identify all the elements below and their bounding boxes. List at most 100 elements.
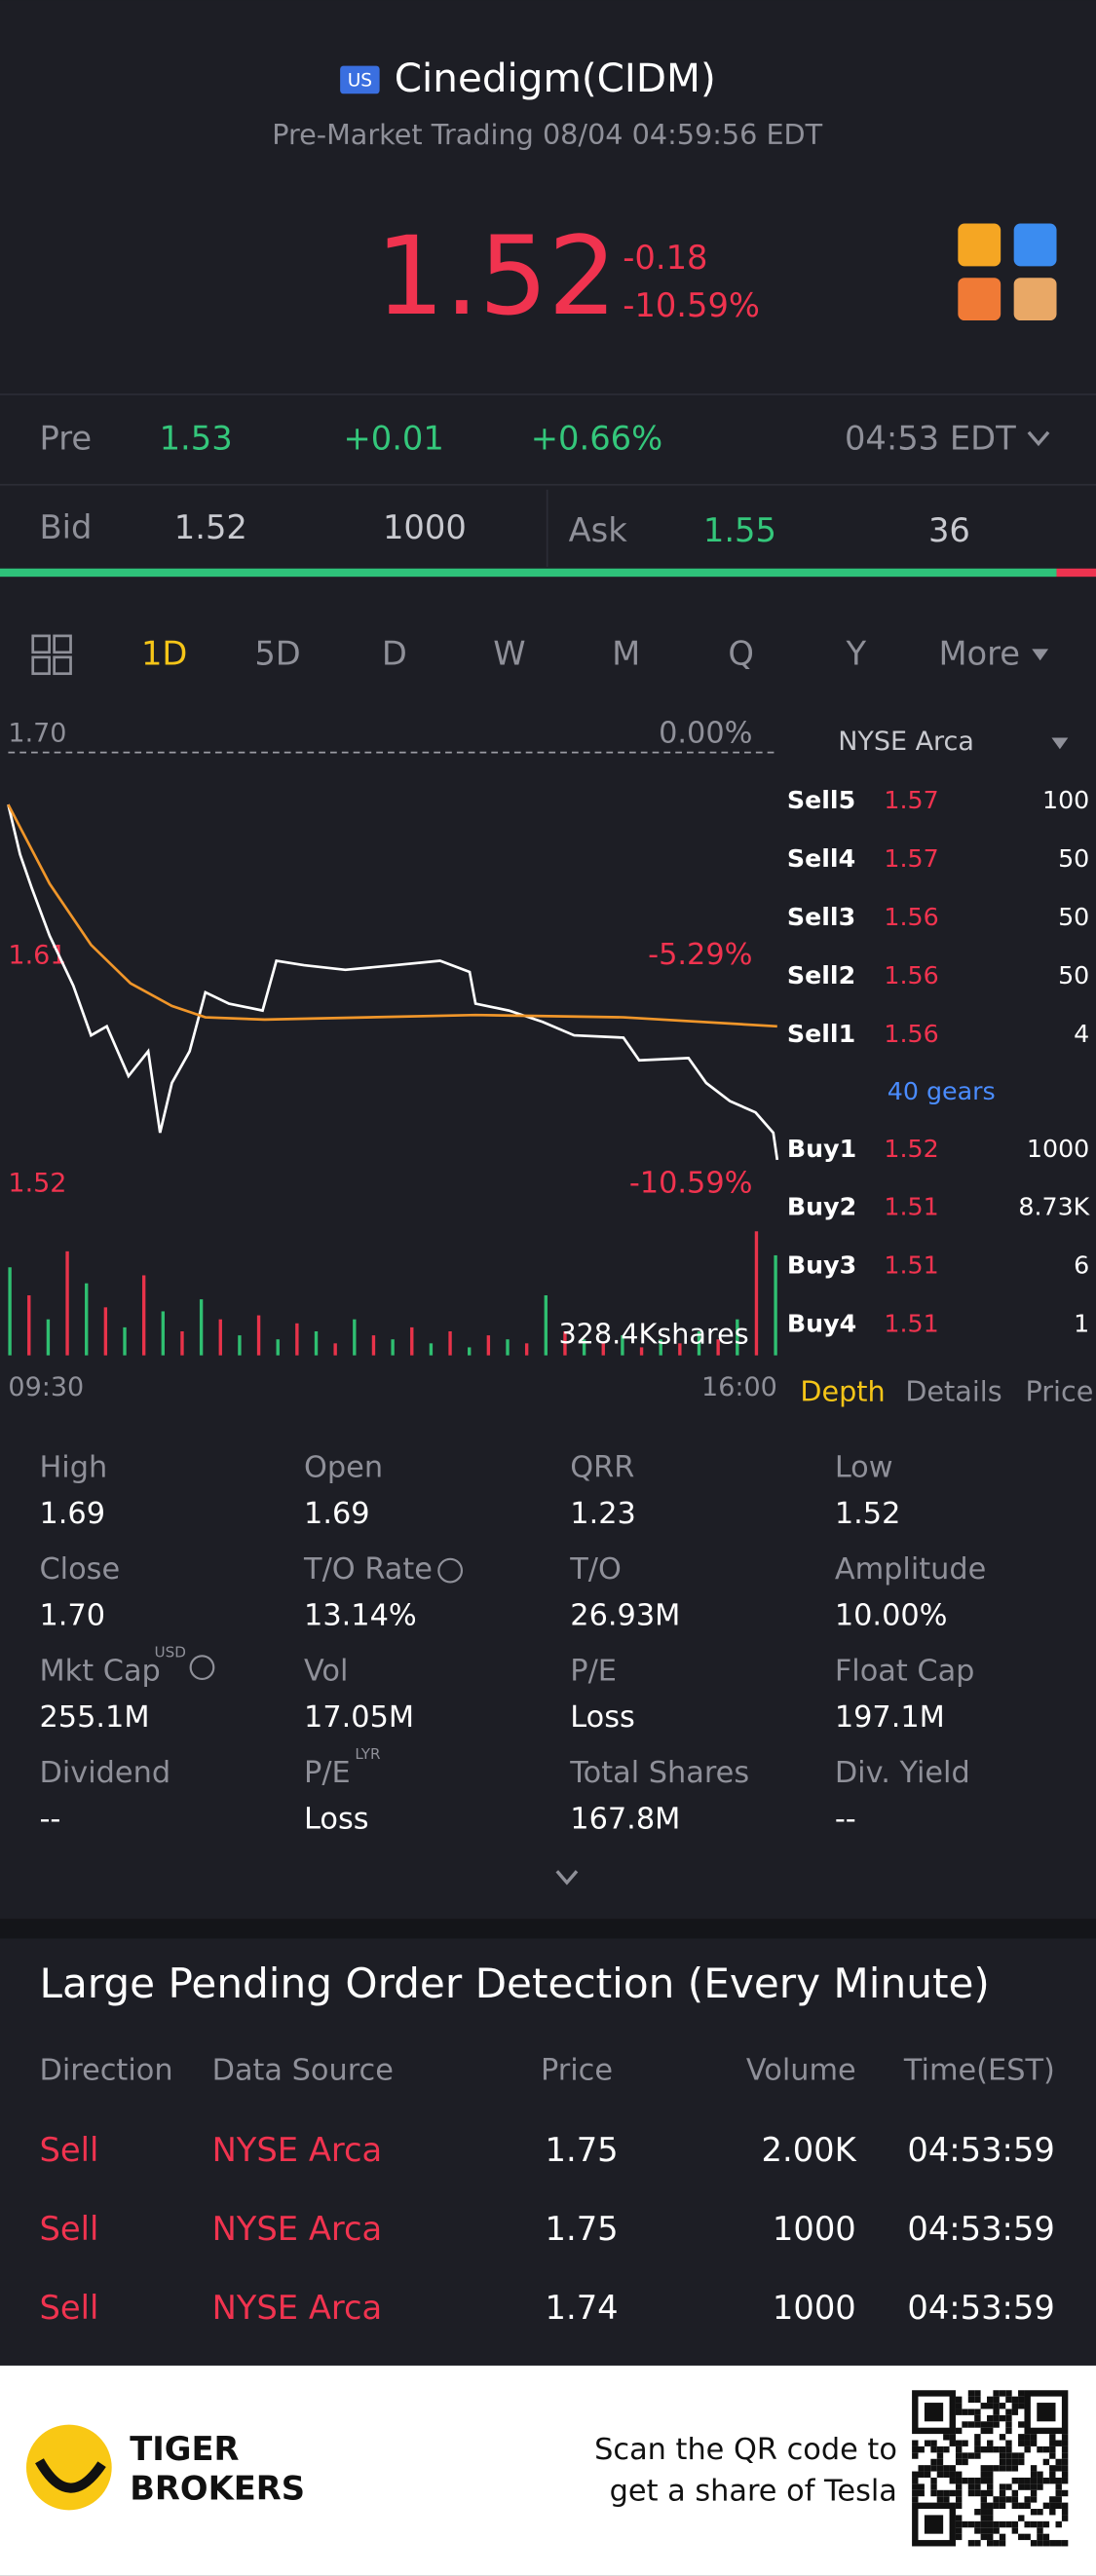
qr-cell	[1024, 2440, 1031, 2446]
qr-cell	[1049, 2471, 1056, 2478]
label: 36	[928, 511, 970, 549]
stat-label: Low	[835, 1451, 893, 1485]
stat-label: P/E	[304, 1756, 351, 1790]
qr-cell	[1055, 2489, 1062, 2497]
qr-cell	[980, 2403, 988, 2409]
qr-cell	[1011, 2458, 1019, 2466]
qr-cell	[999, 2520, 1006, 2528]
column-header: Data Source	[212, 2054, 394, 2088]
qr-cell	[967, 2477, 975, 2484]
stat-value: 255.1M	[39, 1700, 149, 1735]
column-header: Volume	[746, 2054, 856, 2088]
period-tab[interactable]: W	[493, 635, 525, 673]
layout-icon[interactable]	[31, 655, 51, 676]
info-icon[interactable]	[189, 1655, 215, 1681]
qr-cell	[980, 2496, 988, 2503]
stat-label: Open	[304, 1451, 383, 1485]
qr-cell	[1005, 2396, 1012, 2404]
qr-cell	[1005, 2421, 1012, 2428]
volume-bar	[333, 1343, 337, 1356]
qr-cell	[1037, 2445, 1043, 2453]
qr-cell	[1011, 2489, 1019, 2497]
qr-cell	[936, 2471, 944, 2478]
depth-tab[interactable]: Details	[905, 1374, 1002, 1407]
y-tick-label: 1.70	[8, 719, 66, 749]
qr-cell	[993, 2520, 1000, 2528]
period-tab[interactable]: Y	[845, 635, 866, 673]
qr-cell	[993, 2445, 1000, 2453]
qr-cell	[1005, 2465, 1012, 2472]
volume-bar	[486, 1335, 491, 1356]
stat-value: 1.69	[304, 1497, 370, 1531]
cell: 1.75	[546, 2131, 619, 2169]
label: 1000	[383, 508, 467, 546]
volume-bar	[410, 1326, 414, 1356]
period-tab[interactable]: M	[612, 635, 640, 673]
feature-icon[interactable]	[1013, 223, 1057, 267]
qr-cell	[955, 2515, 963, 2521]
qr-cell	[936, 2445, 944, 2453]
qr-cell	[974, 2527, 981, 2534]
qr-cell	[943, 2496, 950, 2503]
qr-cell	[1018, 2502, 1025, 2510]
period-tab[interactable]: More	[938, 635, 1020, 673]
qr-cell	[1055, 2520, 1062, 2528]
label: 1.57	[884, 786, 938, 814]
qr-cell	[1055, 2540, 1062, 2547]
info-icon[interactable]	[437, 1557, 464, 1584]
superscript: LYR	[355, 1745, 381, 1763]
label: 1.52	[174, 508, 247, 546]
period-tab[interactable]: D	[382, 635, 407, 673]
period-tab[interactable]: 5D	[254, 635, 300, 673]
period-tab[interactable]: Q	[728, 635, 754, 673]
qr-cell	[1024, 2496, 1031, 2503]
qr-cell	[999, 2452, 1006, 2459]
qr-cell	[967, 2421, 975, 2428]
qr-cell	[967, 2489, 975, 2497]
qr-cell	[999, 2483, 1006, 2490]
price-line	[7, 803, 779, 1161]
change: -0.18	[623, 239, 707, 277]
qr-cell	[980, 2471, 988, 2478]
qr-cell	[918, 2465, 925, 2472]
qr-cell	[1061, 2477, 1069, 2484]
qr-cell	[949, 2471, 956, 2478]
qr-cell	[1049, 2496, 1056, 2503]
layout-icon[interactable]	[53, 655, 72, 676]
layout-icon[interactable]	[53, 634, 72, 654]
qr-cell	[1061, 2440, 1069, 2446]
label: 1.55	[703, 511, 776, 549]
depth-tab[interactable]: Price	[1025, 1374, 1093, 1407]
qr-cell	[1037, 2471, 1043, 2478]
dropdown-arrow	[1032, 649, 1049, 661]
chevron	[1027, 430, 1050, 447]
feature-icon[interactable]	[958, 223, 1002, 267]
volume-bar	[678, 1343, 682, 1356]
depth-tab[interactable]: Depth	[800, 1374, 885, 1407]
layout-icon[interactable]	[31, 634, 51, 654]
time-selector[interactable]: 04:53 EDT	[845, 420, 1016, 458]
qr-cell	[1030, 2496, 1038, 2503]
qr-cell	[974, 2440, 981, 2446]
qr-finder	[924, 2403, 944, 2422]
qr-cell	[955, 2458, 963, 2466]
cell: NYSE Arca	[212, 2289, 383, 2327]
volume-bar	[371, 1335, 376, 1356]
feature-icon[interactable]	[1013, 278, 1057, 321]
qr-cell	[955, 2440, 963, 2446]
feature-icon[interactable]	[958, 278, 1002, 321]
qr-cell	[980, 2527, 988, 2534]
expand-chevron[interactable]	[555, 1870, 579, 1885]
qr-cell	[1030, 2509, 1038, 2516]
exchange-selector[interactable]: NYSE Arca	[838, 727, 974, 757]
period-tab[interactable]: 1D	[141, 635, 187, 673]
logo	[25, 2424, 112, 2511]
qr-cell	[1018, 2440, 1025, 2446]
qr-cell	[974, 2520, 981, 2528]
qr-cell	[1011, 2408, 1019, 2415]
qr-cell	[955, 2477, 963, 2484]
qr-cell	[999, 2533, 1006, 2541]
qr-cell	[987, 2520, 994, 2528]
y-tick-label: 1.52	[8, 1169, 66, 1199]
